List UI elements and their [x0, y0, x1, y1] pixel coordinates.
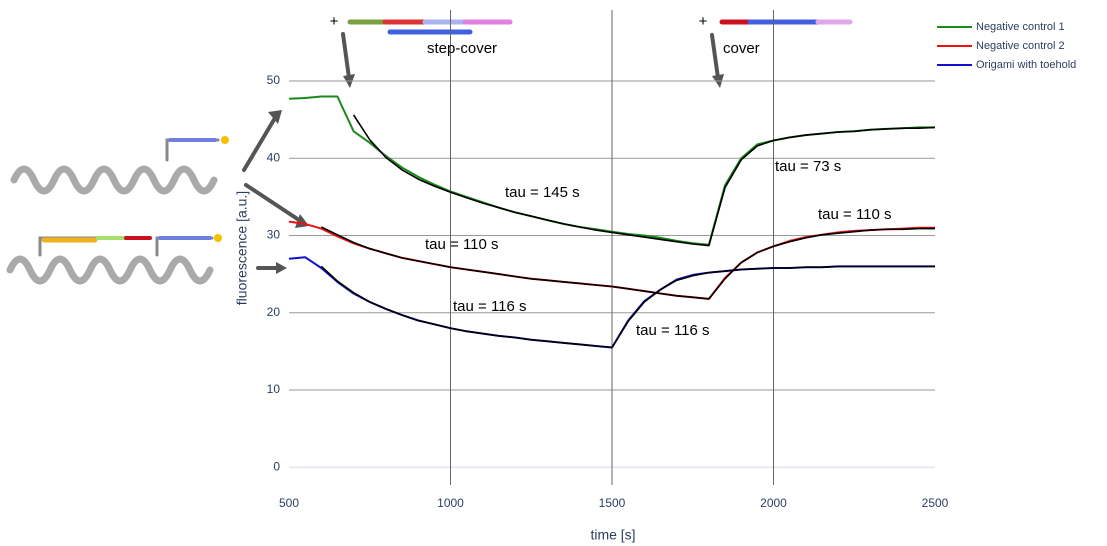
y-tick-label: 30 — [267, 228, 281, 242]
y-tick-label: 20 — [267, 305, 281, 319]
fit-line — [320, 265, 935, 349]
fit-line — [352, 114, 936, 247]
x-tick-label: 500 — [279, 496, 299, 510]
x-tick-label: 2000 — [760, 496, 787, 510]
y-tick-label: 40 — [267, 150, 281, 164]
annotation: + — [330, 13, 339, 30]
annotation: + — [699, 13, 708, 30]
illustration — [6, 19, 853, 285]
annotation: tau = 145 s — [505, 184, 580, 201]
y-axis-title: fluorescence [a.u.] — [234, 191, 250, 305]
x-tick-label: 1500 — [599, 496, 626, 510]
annotation: tau = 116 s — [453, 298, 527, 315]
legend-label: Negative control 1 — [976, 21, 1065, 33]
annotation: cover — [723, 40, 760, 57]
annotation: tau = 110 s — [425, 236, 499, 253]
legend-label: Origami with toehold — [976, 59, 1076, 71]
x-tick-label: 2500 — [922, 496, 949, 510]
fit-line — [320, 226, 935, 300]
annotation: tau = 73 s — [775, 158, 841, 175]
annotation: step-cover — [427, 40, 497, 57]
x-axis-title: time [s] — [590, 527, 635, 543]
y-tick-label: 50 — [267, 73, 281, 87]
y-tick-label: 0 — [273, 459, 280, 473]
annotation: tau = 110 s — [818, 206, 892, 223]
legend-label: Negative control 2 — [976, 40, 1065, 52]
annotation: tau = 116 s — [636, 322, 710, 339]
y-tick-label: 10 — [267, 382, 281, 396]
x-tick-label: 1000 — [437, 496, 464, 510]
